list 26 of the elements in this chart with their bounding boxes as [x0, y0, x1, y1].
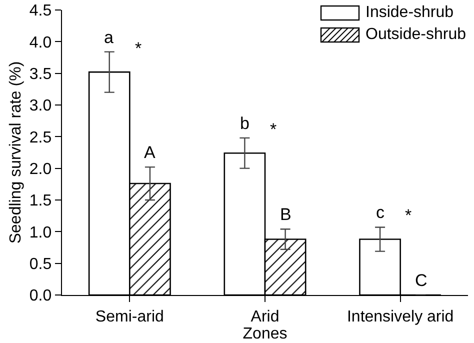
y-tick-label: 4.0 [29, 34, 52, 52]
y-tick-label: 4.5 [29, 2, 52, 20]
data-label: b [240, 114, 250, 133]
data-label: B [280, 205, 292, 224]
y-tick-label: 3.5 [29, 66, 52, 83]
x-tick-label: Intensively arid [346, 308, 454, 326]
legend-label: Outside-shrub [366, 25, 466, 45]
y-axis-title: Seedling survival rate (%) [7, 61, 24, 244]
y-tick-label: 1.0 [29, 224, 52, 242]
legend-label: Inside-shrub [366, 3, 454, 23]
x-tick-label: Arid [250, 308, 280, 326]
data-label: A [144, 143, 156, 162]
annotation: * [270, 120, 277, 139]
data-label: c [376, 203, 385, 222]
annotation: * [405, 206, 412, 225]
y-tick-label: 3.0 [29, 98, 52, 115]
annotation: * [135, 39, 142, 58]
x-axis-title: Zones [242, 325, 288, 342]
data-label: a [104, 28, 114, 47]
y-tick-label: 1.5 [29, 192, 52, 210]
y-tick-label: 2.0 [29, 160, 52, 178]
y-tick-label: 2.5 [29, 129, 52, 146]
x-tick-label: Semi-arid [95, 308, 164, 326]
data-label: C [415, 271, 428, 290]
y-tick-label: 0.0 [29, 288, 52, 305]
y-tick-label: 0.5 [29, 256, 52, 273]
